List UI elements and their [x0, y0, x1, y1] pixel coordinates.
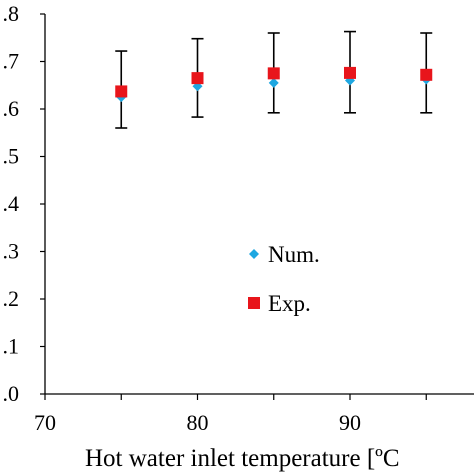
x-axis-title: Hot water inlet temperature [ºC — [85, 445, 400, 472]
legend-num-marker — [249, 249, 259, 259]
legend-label: Num. — [268, 242, 320, 267]
x-tick-label: 90 — [339, 410, 361, 435]
exp-point — [191, 72, 204, 85]
exp-point — [344, 66, 356, 79]
exp-point — [115, 85, 128, 98]
y-tick-label: .5 — [3, 144, 20, 169]
y-tick-label: .0 — [3, 381, 20, 406]
y-tick-label: .1 — [3, 334, 20, 359]
y-tick-label: .6 — [3, 96, 20, 121]
exp-point — [420, 68, 433, 81]
y-tick-label: .4 — [3, 191, 20, 216]
exp-point — [267, 67, 280, 80]
legend-exp-marker — [248, 297, 260, 309]
y-axis-ticks: .0 .1 .2 .3 .4 .5 .6 .7 .8 — [3, 1, 45, 406]
legend: Num. Exp. — [248, 242, 320, 316]
legend-label: Exp. — [268, 291, 311, 316]
x-tick-label: 80 — [187, 410, 209, 435]
x-axis-ticks: 70 80 90 — [34, 394, 427, 435]
data-markers — [115, 66, 433, 103]
x-tick-label: 70 — [34, 410, 56, 435]
y-tick-label: .2 — [3, 286, 20, 311]
y-tick-label: .8 — [3, 1, 20, 26]
y-tick-label: .3 — [3, 239, 20, 264]
num-point — [268, 77, 279, 88]
y-tick-label: .7 — [3, 49, 20, 74]
